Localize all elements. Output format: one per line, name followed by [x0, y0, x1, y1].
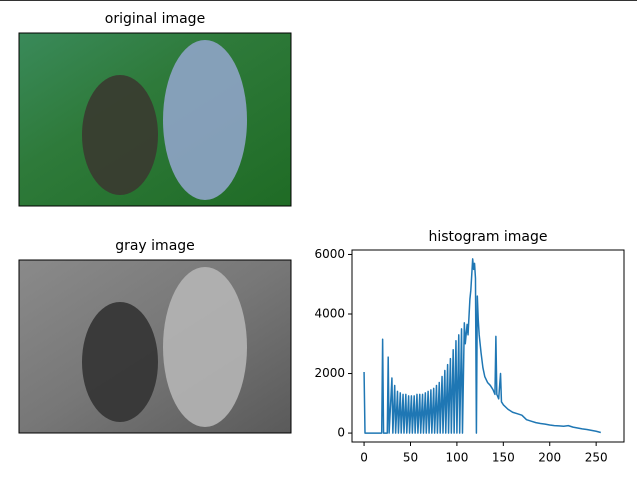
x-tick-label: 200	[538, 451, 561, 465]
chart-title: histogram image	[428, 229, 547, 245]
x-tick-label: 100	[445, 451, 468, 465]
y-tick-label: 6000	[314, 247, 345, 261]
original-image	[18, 32, 292, 207]
x-tick-label: 150	[492, 451, 515, 465]
x-tick-label: 50	[403, 451, 418, 465]
image-title: original image	[105, 11, 205, 27]
y-tick-label: 2000	[314, 366, 345, 380]
image-title: gray image	[115, 238, 195, 254]
x-tick-label: 0	[360, 451, 368, 465]
plot-frame	[351, 249, 625, 443]
gray-image	[18, 259, 292, 434]
y-tick-label: 0	[337, 426, 345, 440]
y-tick-label: 4000	[314, 307, 345, 321]
x-tick-label: 250	[585, 451, 608, 465]
histogram-line	[363, 258, 601, 434]
